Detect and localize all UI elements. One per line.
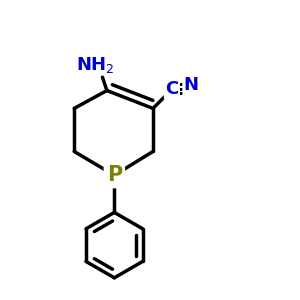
Text: N: N bbox=[184, 76, 199, 94]
Text: C: C bbox=[165, 80, 178, 98]
Text: NH$_2$: NH$_2$ bbox=[76, 55, 114, 75]
Text: P: P bbox=[107, 165, 122, 185]
